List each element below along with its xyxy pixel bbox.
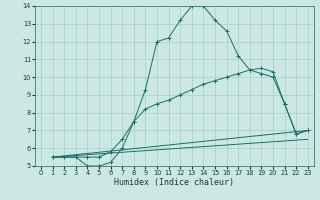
X-axis label: Humidex (Indice chaleur): Humidex (Indice chaleur) [115,178,235,187]
